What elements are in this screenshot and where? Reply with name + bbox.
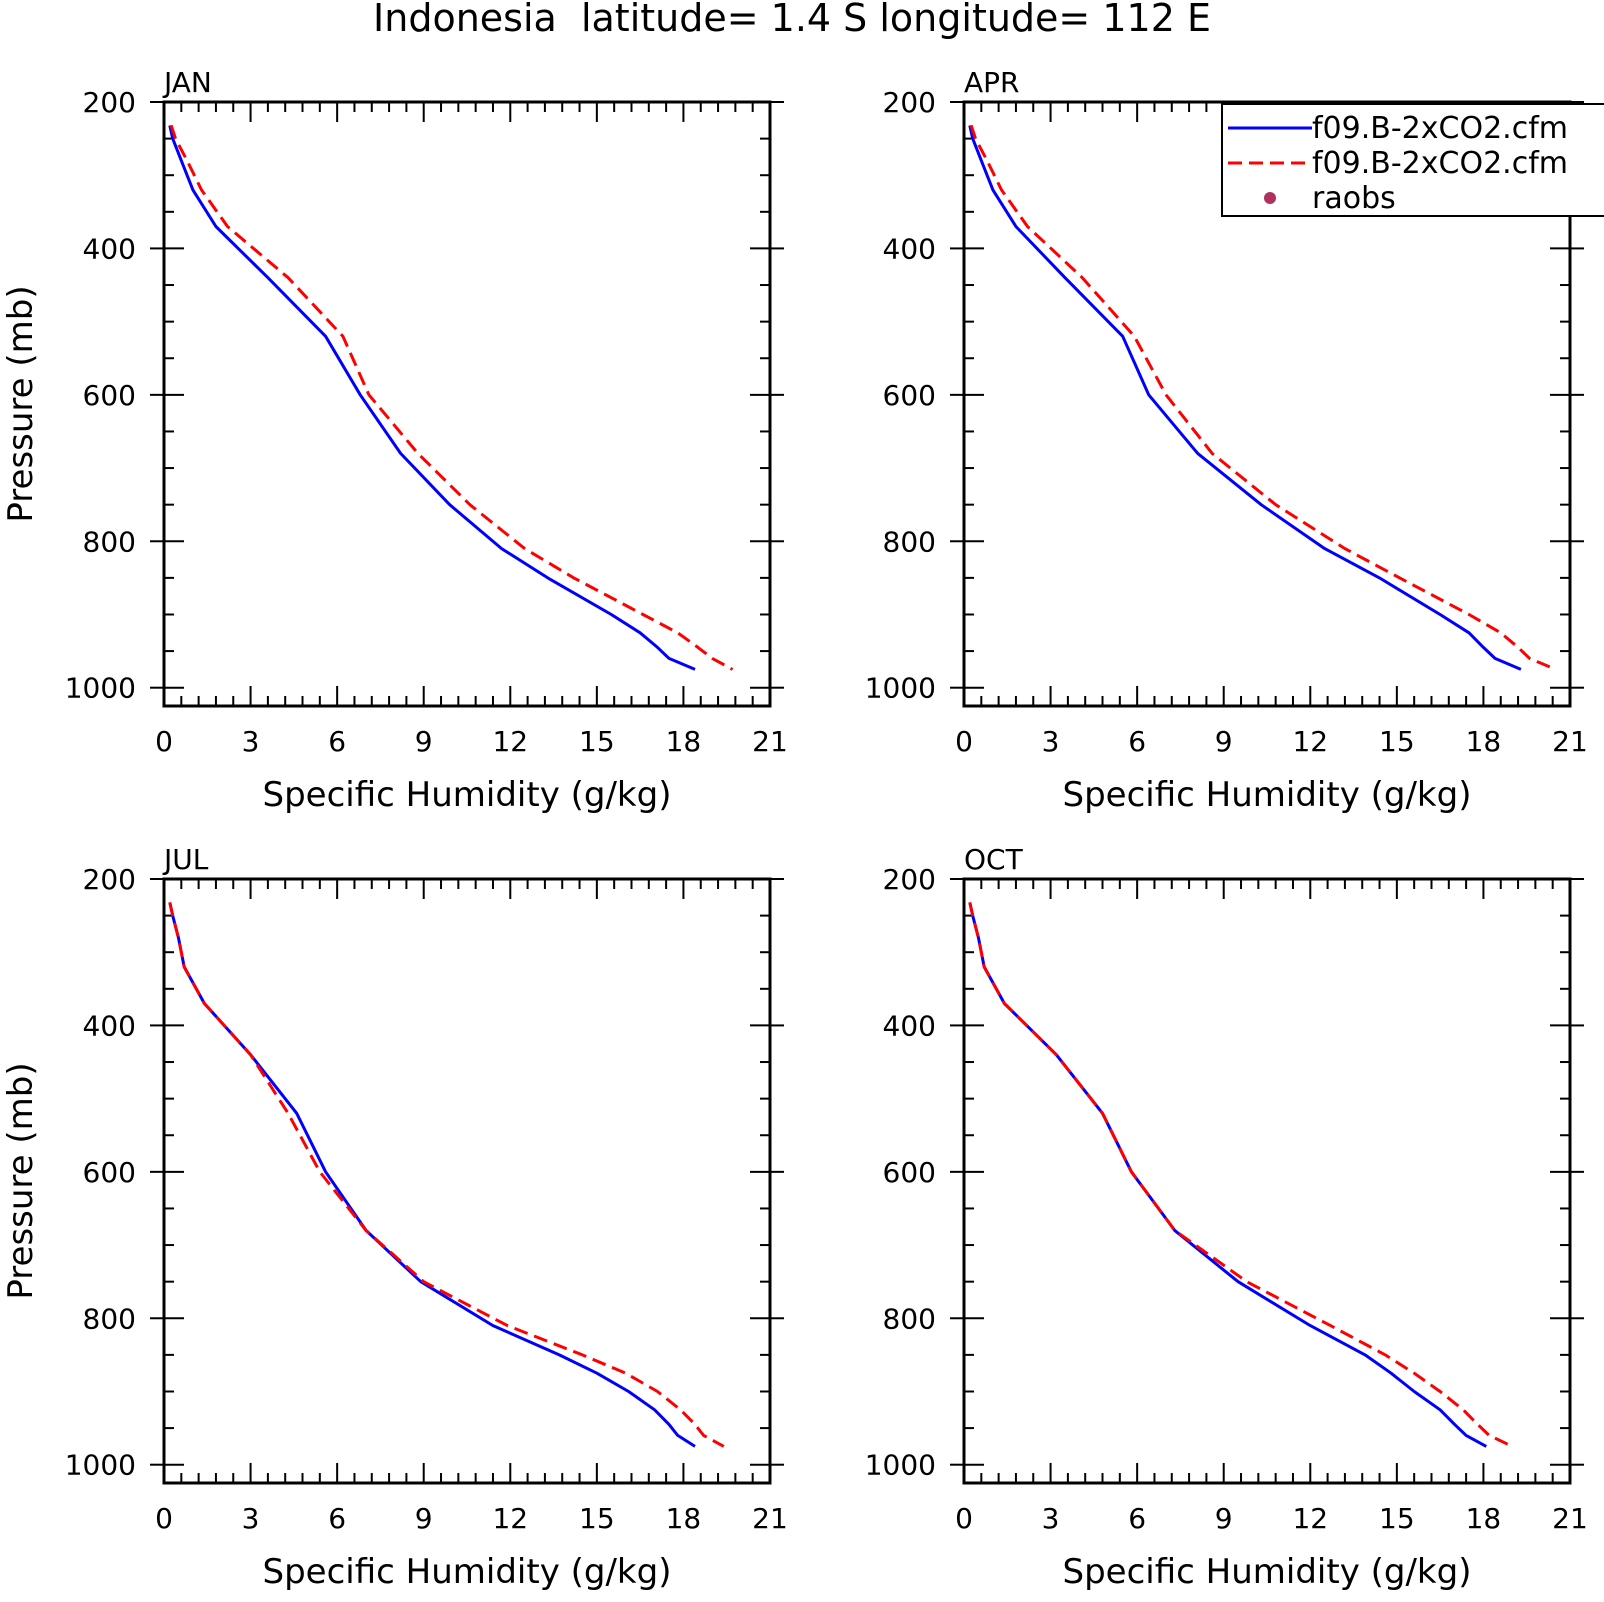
x-tick-label: 18 [1466,725,1502,758]
y-tick-label: 600 [883,379,936,412]
x-tick-label: 0 [955,725,973,758]
y-tick-label: 200 [83,86,136,119]
series-line-solid [968,125,1522,671]
y-tick-label: 1000 [865,672,936,705]
series-line-solid [168,902,696,1448]
x-tick-label: 6 [328,725,346,758]
x-axis-label: Specific Humidity (g/kg) [1063,775,1472,815]
x-tick-label: 21 [1552,725,1588,758]
legend-marker [1264,192,1276,204]
y-tick-label: 400 [83,232,136,265]
plot-frame [162,100,772,708]
panel-jan: JAN 0 3 6 9 12 15 18 21 200 400 600 800 1000 Specific … [1,66,788,815]
y-tick-label: 1000 [65,672,136,705]
figure-title: Indonesia latitude= 1.4 S longitude= 112… [373,0,1211,40]
x-tick-label: 15 [1379,1502,1415,1535]
y-tick-label: 1000 [865,1449,936,1482]
y-tick-label: 800 [883,525,936,558]
x-tick-label: 3 [1042,725,1060,758]
x-tick-label: 6 [1128,1502,1146,1535]
legend-label: raobs [1312,181,1396,216]
x-tick-label: 12 [492,725,528,758]
x-axis-label: Specific Humidity (g/kg) [263,1552,672,1592]
x-tick-label: 0 [155,725,173,758]
x-tick-label: 9 [415,725,433,758]
series-line-solid [168,125,696,671]
legend-label: f09.B-2xCO2.cfm [1312,111,1568,146]
y-tick-label: 800 [883,1302,936,1335]
panel-title: APR [964,66,1020,99]
x-tick-label: 21 [1552,1502,1588,1535]
x-tick-label: 12 [492,1502,528,1535]
panel-jul: JUL 0 3 6 9 12 15 18 21 200 400 600 800 1000 Specific … [1,843,788,1592]
y-tick-label: 200 [83,863,136,896]
x-tick-label: 3 [242,1502,260,1535]
y-tick-label: 600 [83,379,136,412]
x-tick-label: 18 [1466,1502,1502,1535]
panel-title: JAN [162,66,212,99]
x-tick-label: 15 [1379,725,1415,758]
x-tick-label: 3 [242,725,260,758]
y-tick-label: 400 [883,1009,936,1042]
y-axis-label: Pressure (mb) [1,285,41,522]
x-tick-label: 0 [155,1502,173,1535]
x-tick-label: 0 [955,1502,973,1535]
y-tick-label: 600 [883,1156,936,1189]
x-tick-label: 12 [1292,725,1328,758]
x-tick-label: 9 [1215,1502,1233,1535]
y-tick-label: 400 [883,232,936,265]
x-tick-label: 15 [579,1502,615,1535]
x-tick-label: 21 [752,1502,788,1535]
legend-box [1221,103,1604,217]
x-tick-label: 12 [1292,1502,1328,1535]
y-axis-label: Pressure (mb) [1,1062,41,1299]
y-tick-label: 800 [83,1302,136,1335]
x-axis-label: Specific Humidity (g/kg) [1063,1552,1472,1592]
series-line-dashed [969,124,1557,671]
x-tick-label: 18 [666,1502,702,1535]
y-tick-label: 400 [83,1009,136,1042]
plot-frame [962,877,1572,1485]
series-line-dashed [169,124,734,671]
x-axis-label: Specific Humidity (g/kg) [263,775,672,815]
x-tick-label: 9 [1215,725,1233,758]
series-line-solid [968,902,1488,1448]
y-tick-label: 1000 [65,1449,136,1482]
x-tick-label: 18 [666,725,702,758]
x-tick-label: 6 [1128,725,1146,758]
x-tick-label: 6 [328,1502,346,1535]
series-line-dashed [168,902,725,1448]
x-tick-label: 3 [1042,1502,1060,1535]
x-tick-label: 9 [415,1502,433,1535]
plot-frame [162,877,772,1485]
series-line-dashed [968,902,1513,1448]
x-tick-label: 21 [752,725,788,758]
panel-title: OCT [964,843,1024,876]
panel-oct: OCT 0 3 6 9 12 15 18 21 200 400 600 800 1000 Specific … [865,843,1588,1592]
y-tick-label: 200 [883,863,936,896]
y-tick-label: 200 [883,86,936,119]
y-tick-label: 600 [83,1156,136,1189]
y-tick-label: 800 [83,525,136,558]
plot-frame [962,100,1572,708]
panel-title: JUL [162,843,209,876]
x-tick-label: 15 [579,725,615,758]
legend-label: f09.B-2xCO2.cfm [1312,146,1568,181]
